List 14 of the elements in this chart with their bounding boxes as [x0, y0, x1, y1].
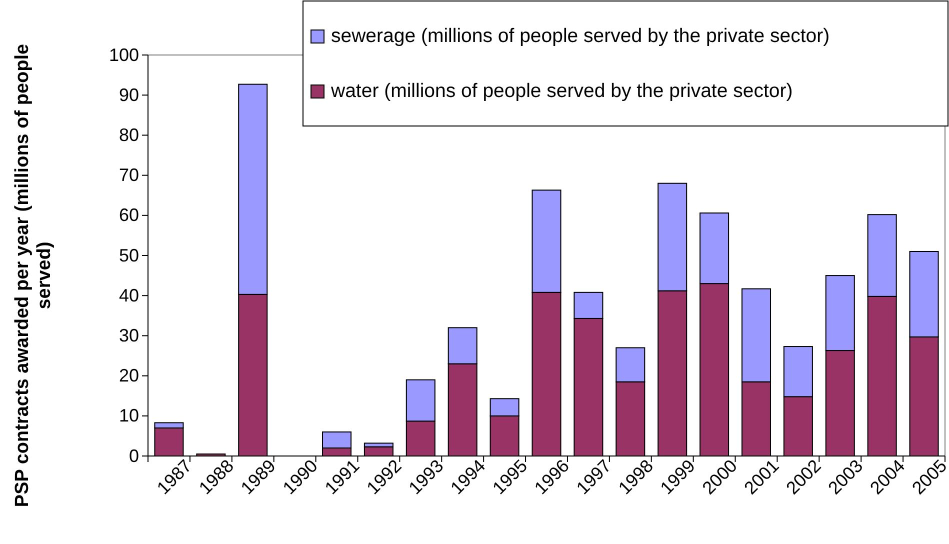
y-axis-title: PSP contracts awarded per year (millions of people served): [12, 44, 55, 508]
y-tick-label: 10: [118, 406, 139, 426]
y-tick-label: 0: [128, 446, 139, 466]
y-tick-label: 40: [118, 285, 139, 306]
y-tick-label: 20: [118, 366, 139, 386]
y-tick-label: 90: [118, 84, 139, 105]
y-tick-label: 30: [118, 325, 139, 346]
y-tick-label: 80: [118, 124, 139, 145]
y-tick-label: 100: [108, 44, 139, 65]
y-tick-label: 60: [118, 205, 139, 226]
y-tick-label: 50: [118, 245, 139, 266]
y-tick-label: 70: [118, 165, 139, 186]
legend-label: sewerage (millions of people served by the private sector): [331, 25, 830, 47]
legend-label: water (millions of people served by the private sector): [330, 80, 793, 102]
